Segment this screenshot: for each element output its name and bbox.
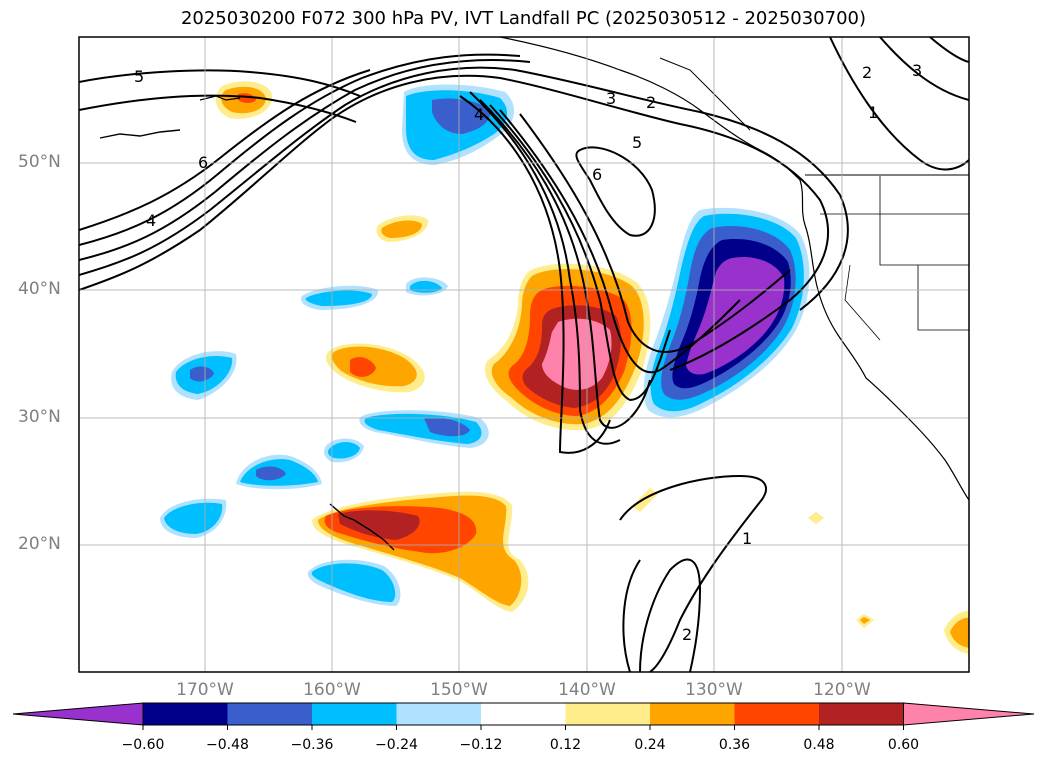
contour-label: 4 — [474, 105, 484, 124]
contour-label: 2 — [646, 93, 656, 112]
colorbar — [12, 702, 1035, 730]
map-plot-area: 5 6 4 4 3 2 5 6 2 3 1 1 2 — [79, 37, 969, 672]
contour-label: 5 — [134, 67, 144, 86]
contour-label: 4 — [146, 211, 156, 230]
gridlines — [79, 37, 969, 672]
colorbar-tick-label: 0.60 — [887, 737, 920, 753]
colorbar-tick-label: 0.48 — [803, 737, 835, 753]
colorbar-tick-label: 0.24 — [634, 737, 666, 753]
lon-label-160w: 160°W — [303, 680, 361, 700]
contour-label-group: 5 6 4 4 3 2 5 6 2 3 1 1 2 — [134, 61, 922, 644]
lat-label-50n: 50°N — [18, 152, 61, 172]
colorbar-segment — [396, 703, 481, 725]
lon-label-120w: 120°W — [813, 680, 871, 700]
lon-label-170w: 170°W — [176, 680, 234, 700]
coastlines — [99, 37, 969, 551]
contour-label: 5 — [632, 133, 642, 152]
contour-label: 6 — [592, 165, 602, 184]
lat-label-20n: 20°N — [18, 534, 61, 554]
colorbar-segment — [227, 703, 312, 725]
colorbar-tick-label: −0.36 — [290, 737, 334, 753]
colorbar-segment — [143, 703, 228, 725]
colorbar-tick-label: −0.60 — [121, 737, 165, 753]
colorbar-extend-high — [903, 702, 1035, 726]
colorbar-segment — [481, 703, 566, 725]
colorbar-tick-label: −0.12 — [459, 737, 503, 753]
colorbar-outline — [142, 702, 904, 726]
contour-label: 1 — [742, 529, 752, 548]
colorbar-tick-label: 0.36 — [718, 737, 751, 753]
lon-label-140w: 140°W — [558, 680, 616, 700]
lat-label-30n: 30°N — [18, 407, 61, 427]
colorbar-segment — [819, 703, 904, 725]
lon-label-130w: 130°W — [685, 680, 743, 700]
colorbar-extend-low — [12, 702, 144, 726]
colorbar-segment — [312, 703, 397, 725]
pv-contours — [79, 37, 969, 672]
contour-label: 1 — [868, 103, 878, 122]
shaded-anomalies — [160, 81, 969, 654]
contour-label: 2 — [862, 63, 872, 82]
colorbar-segment — [650, 703, 735, 725]
contour-label: 2 — [682, 625, 692, 644]
lon-label-150w: 150°W — [430, 680, 488, 700]
contour-label: 3 — [912, 61, 922, 80]
map-title: 2025030200 F072 300 hPa PV, IVT Landfall… — [180, 8, 867, 29]
colorbar-tick-label: −0.48 — [206, 737, 249, 753]
colorbar-tick-label: 0.12 — [549, 737, 582, 753]
map-frame — [78, 36, 970, 673]
contour-label: 3 — [606, 89, 616, 108]
colorbar-segment — [565, 703, 650, 725]
contour-label: 6 — [198, 153, 208, 172]
lat-label-40n: 40°N — [18, 279, 61, 299]
colorbar-segment — [734, 703, 819, 725]
colorbar-tick-label: −0.24 — [375, 737, 418, 753]
